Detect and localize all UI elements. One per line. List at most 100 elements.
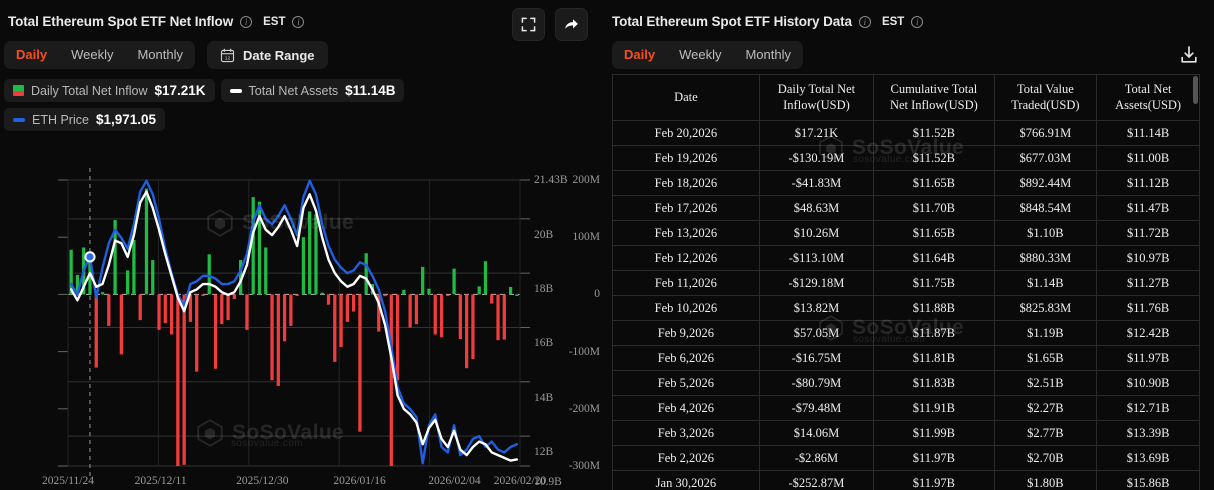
cell-cumulative: $11.91B	[873, 395, 995, 421]
y-axis-tick-right: 12B	[534, 446, 554, 459]
table-tab-monthly[interactable]: Monthly	[745, 47, 791, 62]
share-button[interactable]	[555, 8, 588, 41]
cell-assets: $13.39B	[1096, 420, 1200, 446]
history-table-container[interactable]: SoSoValue sosovalue.com SoSoValue sosova…	[612, 74, 1200, 490]
y-axis-tick-left: -100M	[568, 345, 600, 358]
table-scrollbar-thumb[interactable]	[1193, 76, 1198, 104]
date-range-button[interactable]: 12 Date Range	[207, 41, 328, 69]
x-axis-tick: 2025/12/30	[236, 475, 289, 487]
cell-daily: -$2.86M	[758, 445, 875, 471]
cell-traded: $1.19B	[993, 320, 1098, 346]
fullscreen-icon	[521, 17, 536, 32]
timezone-label: EST	[881, 15, 905, 28]
table-row[interactable]: Feb 2,2026 -$2.86M $11.97B $2.70B $13.69B	[612, 445, 1200, 471]
table-row[interactable]: Feb 20,2026 $17.21K $11.52B $766.91M $11.14B	[612, 120, 1200, 146]
cell-date: Feb 11,2026	[612, 270, 760, 296]
table-row[interactable]: Feb 4,2026 -$79.48M $11.91B $2.27B $12.71B	[612, 395, 1200, 421]
cell-assets: $10.90B	[1096, 370, 1200, 396]
legend-daily-net-inflow[interactable]: Daily Total Net Inflow $17.21K	[4, 79, 215, 102]
cell-assets: $13.69B	[1096, 445, 1200, 471]
cell-date: Feb 3,2026	[612, 420, 760, 446]
legend-total-net-assets[interactable]: Total Net Assets $11.14B	[220, 79, 405, 102]
cell-daily: -$113.10M	[758, 245, 875, 271]
cell-daily: -$79.48M	[758, 395, 875, 421]
tab-monthly[interactable]: Monthly	[137, 47, 183, 62]
table-row[interactable]: Feb 17,2026 $48.63M $11.70B $848.54M $11.47B	[612, 195, 1200, 221]
y-axis-tick-right: 14B	[534, 391, 554, 404]
timezone-info-icon[interactable]: i	[292, 15, 305, 28]
cell-traded: $677.03M	[993, 145, 1098, 171]
table-row[interactable]: Feb 10,2026 $13.82M $11.88B $825.83M $11.76B	[612, 295, 1200, 321]
cell-cumulative: $11.65B	[873, 220, 995, 246]
cell-daily: $10.26M	[758, 220, 875, 246]
timezone-label: EST	[263, 15, 286, 28]
page-title: Total Ethereum Spot ETF Net Inflow	[8, 14, 234, 29]
cell-assets: $10.97B	[1096, 245, 1200, 271]
table-row[interactable]: Feb 19,2026 -$130.19M $11.52B $677.03M $11.0…	[612, 145, 1200, 171]
legend-value: $11.14B	[345, 83, 396, 98]
legend-eth-price[interactable]: ETH Price $1,971.05	[4, 108, 166, 131]
chart-actions	[512, 8, 588, 41]
net-inflow-chart-panel: Total Ethereum Spot ETF Net Inflow i EST…	[0, 0, 600, 490]
cell-daily: $17.21K	[758, 120, 875, 146]
table-row[interactable]: Feb 6,2026 -$16.75M $11.81B $1.65B $11.97B	[612, 345, 1200, 371]
cell-cumulative: $11.87B	[873, 320, 995, 346]
calendar-icon-day: 12	[225, 55, 231, 61]
y-axis-tick-left: -300M	[568, 460, 600, 472]
timezone-info-icon[interactable]: i	[911, 15, 924, 28]
cell-daily: -$129.18M	[758, 270, 875, 296]
info-icon[interactable]: i	[240, 15, 253, 28]
cell-date: Feb 9,2026	[612, 320, 760, 346]
cell-daily: -$80.79M	[758, 370, 875, 396]
cell-daily: $14.06M	[758, 420, 875, 446]
net-inflow-chart[interactable]: SoSoValue SoSoValue sosovalue.com 200M 10…	[0, 163, 600, 490]
cell-cumulative: $11.70B	[873, 195, 995, 221]
info-icon[interactable]: i	[858, 15, 871, 28]
cell-cumulative: $11.65B	[873, 170, 995, 196]
cell-traded: $880.33M	[993, 245, 1098, 271]
y-axis-tick-left: 200M	[572, 174, 600, 186]
cell-traded: $848.54M	[993, 195, 1098, 221]
table-row[interactable]: Feb 9,2026 $57.05M $11.87B $1.19B $12.42B	[612, 320, 1200, 346]
chart-controls: Daily Weekly Monthly 12 Date Range	[0, 29, 600, 69]
fullscreen-button[interactable]	[512, 8, 545, 41]
cell-cumulative: $11.88B	[873, 295, 995, 321]
table-tab-weekly[interactable]: Weekly	[679, 47, 722, 62]
cell-date: Jan 30,2026	[612, 470, 760, 490]
cell-daily: -$130.19M	[758, 145, 875, 171]
table-row[interactable]: Feb 12,2026 -$113.10M $11.64B $880.33M $10.9…	[612, 245, 1200, 271]
cell-assets: $11.72B	[1096, 220, 1200, 246]
table-row[interactable]: Feb 3,2026 $14.06M $11.99B $2.77B $13.39B	[612, 420, 1200, 446]
table-row[interactable]: Feb 13,2026 $10.26M $11.65B $1.10B $11.72B	[612, 220, 1200, 246]
cell-assets: $11.12B	[1096, 170, 1200, 196]
table-body: Feb 20,2026 $17.21K $11.52B $766.91M $11.14B…	[612, 120, 1200, 490]
table-header: Total Ethereum Spot ETF History Data i E…	[600, 0, 1214, 29]
table-tab-daily[interactable]: Daily	[624, 47, 656, 62]
legend-value: $17.21K	[154, 83, 206, 98]
legend-value: $1,971.05	[95, 112, 157, 127]
table-row[interactable]: Jan 30,2026 -$252.87M $11.97B $1.80B $15.86B	[612, 470, 1200, 490]
y-axis-tick-right: 16B	[534, 337, 554, 350]
cell-assets: $11.27B	[1096, 270, 1200, 296]
legend-label: ETH Price	[32, 112, 89, 127]
cell-daily: -$41.83M	[758, 170, 875, 196]
cell-cumulative: $11.99B	[873, 420, 995, 446]
table-row[interactable]: Feb 5,2026 -$80.79M $11.83B $2.51B $10.90B	[612, 370, 1200, 396]
cell-cumulative: $11.52B	[873, 120, 995, 146]
table-row[interactable]: Feb 11,2026 -$129.18M $11.75B $1.14B $11.27B	[612, 270, 1200, 296]
table-row[interactable]: Feb 18,2026 -$41.83M $11.65B $892.44M $11.12…	[612, 170, 1200, 196]
cell-traded: $2.51B	[993, 370, 1098, 396]
cell-daily: -$16.75M	[758, 345, 875, 371]
cell-traded: $2.77B	[993, 420, 1098, 446]
cell-cumulative: $11.64B	[873, 245, 995, 271]
cell-daily: $57.05M	[758, 320, 875, 346]
cell-traded: $1.65B	[993, 345, 1098, 371]
cell-assets: $12.71B	[1096, 395, 1200, 421]
cell-date: Feb 13,2026	[612, 220, 760, 246]
cell-date: Feb 20,2026	[612, 120, 760, 146]
download-button[interactable]	[1178, 44, 1200, 71]
tab-daily[interactable]: Daily	[16, 47, 48, 62]
tab-weekly[interactable]: Weekly	[71, 47, 114, 62]
history-title: Total Ethereum Spot ETF History Data	[612, 14, 852, 29]
